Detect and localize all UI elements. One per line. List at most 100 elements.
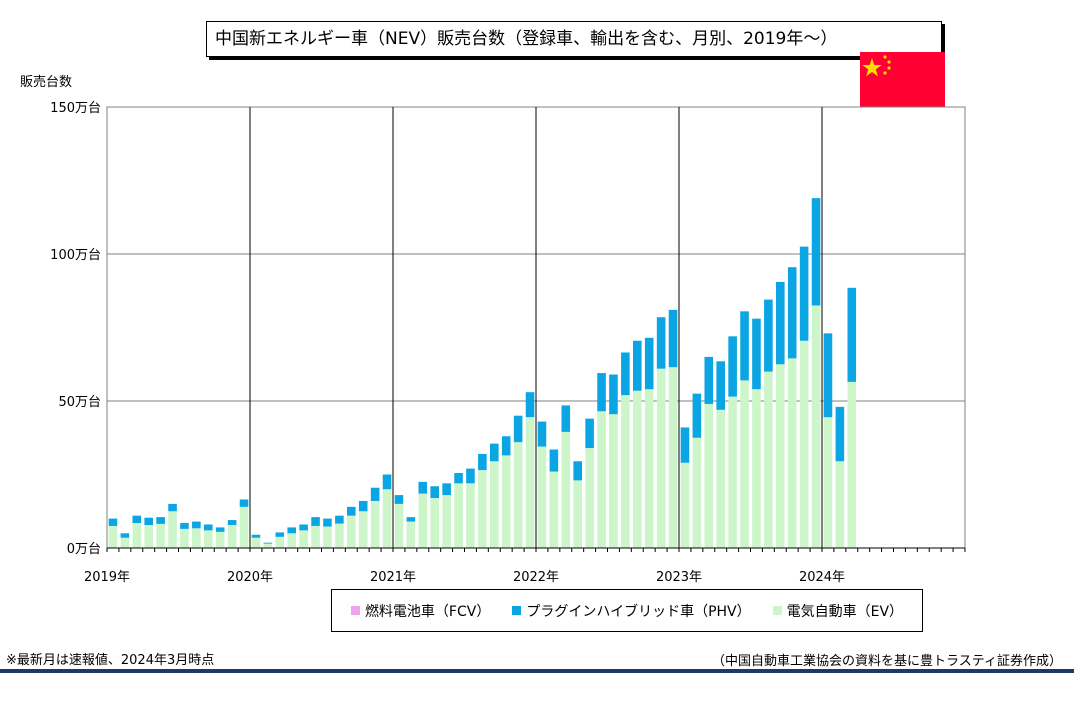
- bar-phv: [549, 449, 559, 472]
- bar-phv: [204, 524, 213, 531]
- bar-phv: [382, 474, 392, 490]
- bar-ev: [227, 525, 237, 548]
- flag-stars: [862, 55, 891, 77]
- bar-ev: [811, 305, 821, 548]
- bar-ev: [585, 448, 594, 548]
- bar-ev: [704, 403, 714, 548]
- bar-ev: [239, 506, 249, 548]
- bar-ev: [668, 367, 678, 548]
- bar-ev: [180, 528, 189, 548]
- bar-phv: [168, 503, 177, 512]
- bar-phv: [192, 521, 201, 529]
- bar-phv: [704, 356, 714, 404]
- bar-ev: [108, 525, 118, 548]
- flag-small-star: [887, 66, 891, 70]
- bar-ev: [323, 526, 332, 548]
- bar-phv: [525, 392, 535, 418]
- bar-phv: [144, 517, 153, 526]
- y-tick-label: 100万台: [50, 248, 101, 263]
- bar-ev: [525, 417, 535, 548]
- bar-phv: [835, 406, 845, 462]
- bar-phv: [406, 517, 416, 522]
- bar-ev: [382, 489, 392, 548]
- bar-phv: [299, 524, 308, 531]
- bar-phv: [251, 534, 261, 538]
- x-tick-label: 2022年: [513, 570, 559, 585]
- bar-phv: [311, 517, 320, 526]
- legend-label-fcv: 燃料電池車（FCV）: [364, 603, 491, 620]
- bar-ev: [299, 530, 308, 548]
- bar-ev: [764, 371, 773, 548]
- legend: 燃料電池車（FCV） プラグインハイブリッド車（PHV） 電気自動車（EV）: [331, 589, 923, 632]
- bar-phv: [537, 421, 547, 447]
- bar-ev: [716, 409, 725, 548]
- x-tick-label: 2019年: [84, 570, 130, 585]
- bar-ev: [787, 358, 797, 548]
- bar-ev: [442, 495, 451, 548]
- bar-ev: [621, 395, 630, 548]
- bar-phv: [728, 336, 737, 397]
- bar-phv: [811, 198, 821, 306]
- bar-ev: [490, 461, 499, 548]
- bar-phv: [776, 281, 785, 365]
- bar-phv: [394, 495, 404, 504]
- bar-phv: [263, 542, 273, 544]
- bar-ev: [823, 417, 833, 548]
- bar-phv: [609, 374, 618, 415]
- bar-ev: [204, 530, 213, 548]
- bar-ev: [263, 543, 273, 548]
- bar-ev: [835, 461, 845, 548]
- legend-item-ev: 電気自動車（EV）: [772, 601, 903, 621]
- bar-ev: [418, 493, 428, 548]
- bar-ev: [799, 340, 809, 548]
- x-tick-label: 2024年: [799, 570, 845, 585]
- legend-label-phv: プラグインハイブリッド車（PHV）: [526, 603, 751, 620]
- bar-ev: [192, 528, 201, 548]
- bar-phv: [120, 533, 130, 538]
- bar-phv: [478, 453, 487, 471]
- bar-phv: [215, 527, 225, 532]
- bar-phv: [108, 518, 118, 526]
- bar-ev: [466, 483, 475, 548]
- bar-ev: [609, 414, 618, 548]
- bar-phv: [668, 309, 678, 368]
- bar-phv: [597, 373, 606, 412]
- bar-phv: [633, 340, 642, 391]
- bar-ev: [644, 389, 654, 548]
- bar-ev: [132, 523, 142, 548]
- bar-phv: [501, 436, 511, 456]
- bar-ev: [358, 511, 368, 548]
- bar-phv: [180, 523, 189, 529]
- bar-ev: [215, 531, 225, 548]
- bar-ev: [549, 471, 559, 548]
- bar-phv: [370, 487, 380, 501]
- bar-phv: [227, 520, 237, 526]
- bar-phv: [466, 468, 475, 484]
- bar-phv: [335, 515, 344, 524]
- bar-ev: [561, 431, 571, 548]
- bar-ev: [597, 411, 606, 548]
- bar-ev: [537, 446, 547, 548]
- flag-small-star: [883, 55, 887, 59]
- bar-phv: [561, 405, 571, 432]
- chart-title: 中国新エネルギー車（NEV）販売台数（登録車、輸出を含む、月別、2019年～）: [206, 21, 942, 57]
- flag-small-star: [883, 71, 887, 75]
- bar-ev: [728, 396, 737, 548]
- bar-phv: [347, 506, 356, 516]
- bar-phv: [454, 473, 463, 484]
- bar-ev: [144, 525, 153, 548]
- china-flag-icon: [860, 52, 945, 112]
- y-tick-label: 150万台: [50, 101, 101, 116]
- source-note: （中国自動車工業協会の資料を基に豊トラスティ証券作成）: [712, 654, 1062, 669]
- bar-ev: [752, 389, 761, 548]
- y-axis-label: 販売台数: [20, 75, 73, 90]
- bar-ev: [406, 521, 416, 548]
- bar-ev: [633, 390, 642, 548]
- bar-phv: [692, 393, 702, 438]
- bar-ev: [501, 455, 511, 548]
- bar-ev: [454, 483, 463, 548]
- bar-ev: [394, 503, 404, 548]
- bar-phv: [764, 299, 773, 372]
- bar-phv: [239, 499, 249, 507]
